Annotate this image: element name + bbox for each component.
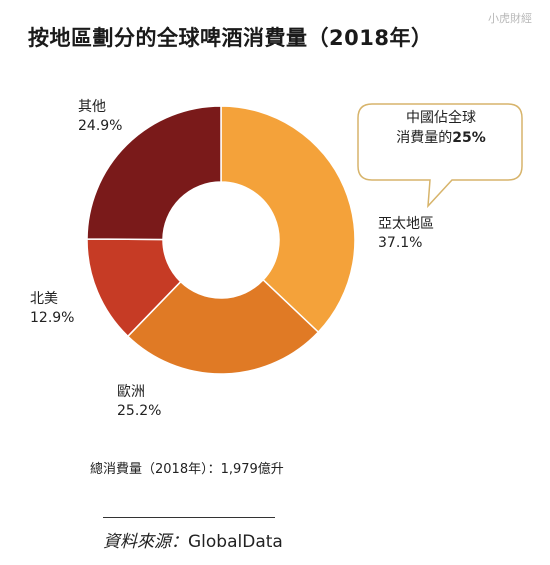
donut-slice-3 [86,105,222,241]
slice-value: 24.9% [78,118,123,134]
slice-name: 亞太地區 [378,216,434,232]
label-north-america: 北美 12.9% [30,290,74,328]
slice-name: 其他 [78,99,106,115]
slice-name: 北美 [30,291,58,307]
donut-slice-1 [126,278,320,375]
slice-value: 12.9% [30,310,75,326]
chart-title: 按地區劃分的全球啤酒消費量（2018年） [28,26,433,50]
callout-emphasis: 25% [452,130,486,146]
callout-line-1: 中國佔全球 [406,110,476,126]
callout-line-2: 消費量的25% [396,130,486,146]
label-europe: 歐洲 25.2% [117,383,161,421]
donut-slice-0 [220,105,356,334]
slice-value: 37.1% [378,235,423,251]
source-divider [103,517,275,518]
callout-bubble [357,103,523,209]
total-consumption: 總消費量（2018年）：1,979億升 [90,462,284,477]
source-label: 資料來源： [103,532,188,552]
source-value: GlobalData [188,532,283,552]
label-asia-pacific: 亞太地區 37.1% [378,215,434,253]
slice-name: 歐洲 [117,384,145,400]
callout-text: 中國佔全球 消費量的25% [366,108,516,148]
watermark: 小虎財經 [488,12,532,25]
slice-value: 25.2% [117,403,162,419]
label-other: 其他 24.9% [78,98,122,136]
source-note: 資料來源：GlobalData [103,527,283,552]
